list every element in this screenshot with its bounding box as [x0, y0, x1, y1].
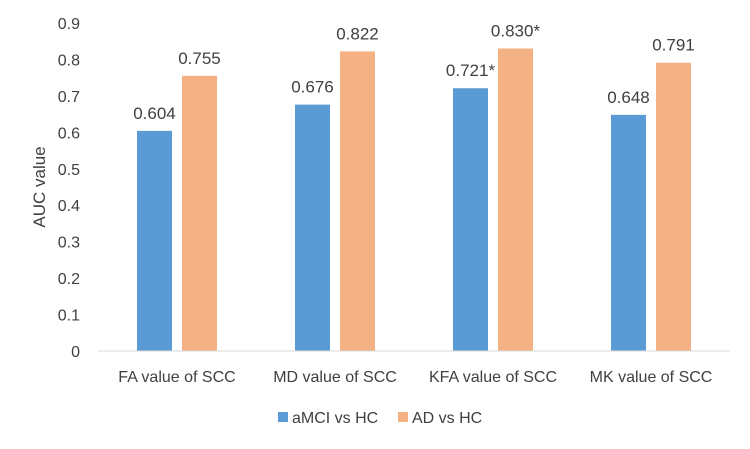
y-tick-label: 0.6	[58, 125, 80, 142]
legend-label-ad: AD vs HC	[412, 410, 482, 427]
bar-ad-3	[656, 62, 691, 351]
bar-amci-3	[611, 114, 646, 351]
y-axis-title: AUC value	[30, 146, 49, 227]
bar-ad-0	[182, 75, 217, 351]
bars	[137, 48, 691, 352]
bar-amci-1	[295, 104, 330, 351]
data-label: 0.604	[133, 104, 176, 123]
legend-label-amci: aMCI vs HC	[292, 410, 378, 427]
bar-amci-0	[137, 130, 172, 351]
y-axis-title-group: AUC value	[30, 146, 49, 227]
y-tick-label: 0.4	[58, 198, 80, 215]
category-label: MK value of SCC	[590, 369, 713, 386]
data-label: 0.830*	[491, 22, 541, 41]
bar-amci-2	[453, 88, 488, 351]
data-label: 0.791	[652, 36, 695, 55]
category-labels: FA value of SCC MD value of SCC KFA value …	[118, 369, 712, 386]
y-tick-label: 0	[71, 344, 80, 361]
category-label: MD value of SCC	[273, 369, 397, 386]
y-tick-label: 0.3	[58, 235, 80, 252]
data-label: 0.648	[607, 88, 650, 107]
y-axis-ticks: 0 0.1 0.2 0.3 0.4 0.5 0.6 0.7 0.8 0.9	[58, 16, 80, 361]
y-tick-label: 0.9	[58, 16, 80, 33]
y-tick-label: 0.7	[58, 89, 80, 106]
data-label: 0.822	[336, 24, 379, 43]
legend: aMCI vs HC AD vs HC	[278, 410, 482, 427]
data-label: 0.721*	[446, 61, 496, 80]
y-tick-label: 0.5	[58, 162, 80, 179]
category-label: KFA value of SCC	[429, 369, 557, 386]
category-label: FA value of SCC	[118, 369, 235, 386]
legend-swatch-ad	[398, 412, 408, 422]
bar-ad-2	[498, 48, 533, 352]
legend-swatch-amci	[278, 412, 288, 422]
bar-ad-1	[340, 51, 375, 351]
data-label: 0.755	[178, 49, 221, 68]
data-labels: 0.604 0.755 0.676 0.822 0.721* 0.830* 0.648 0.7…	[133, 22, 695, 123]
y-tick-label: 0.1	[58, 308, 80, 325]
y-tick-label: 0.2	[58, 271, 80, 288]
data-label: 0.676	[291, 78, 334, 97]
y-tick-label: 0.8	[58, 52, 80, 69]
